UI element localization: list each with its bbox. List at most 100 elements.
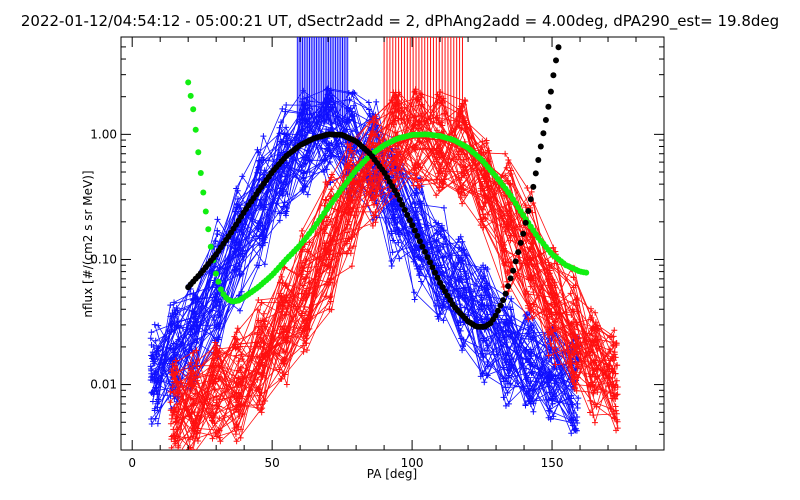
red-series-point [328,171,335,178]
blue-series-point [432,219,439,226]
blue-main-point [526,359,534,367]
red-series-point [175,444,182,450]
blue-series-point [276,130,283,137]
red-series-point [412,161,419,168]
black-fit-point [424,254,431,261]
red-series-point [232,431,239,438]
blue-main-point [548,371,556,379]
red-series-point [418,176,425,183]
red-series-point [327,276,334,283]
green-fit-curve [185,79,590,305]
red-series-point [570,284,577,291]
red-series-point [283,297,290,304]
red-series-point [530,301,537,308]
blue-series-point [462,284,469,291]
blue-series-point [477,350,484,357]
black-fit-point [532,170,539,177]
blue-series-point [458,245,465,252]
chart-title: 2022-01-12/04:54:12 - 05:00:21 UT, dSect… [21,12,779,31]
blue-series-point [155,398,162,405]
red-series-point [370,119,377,126]
blue-series-point [574,420,581,427]
red-series-point [258,409,265,416]
green-fit-point [207,243,214,250]
blue-series-point [214,227,221,234]
blue-series-point [152,337,159,344]
blue-series-point [325,140,332,147]
red-series-point [277,294,284,301]
red-series-point [606,383,613,390]
red-series-point [237,426,244,433]
red-series-point [455,188,462,195]
red-series-point [608,334,615,341]
red-series-point [283,311,290,318]
red-series-point [411,113,418,120]
red-series-point [281,322,288,329]
red-series-point [255,323,262,330]
red-series-point [459,200,466,207]
blue-series-point [257,205,264,212]
red-series-point [522,204,529,211]
red-series-point [479,218,486,225]
black-fit-point [500,297,507,304]
blue-series-point [255,262,262,269]
blue-series-point [389,237,396,244]
blue-series-point [239,224,246,231]
blue-series-point [395,231,402,238]
blue-series-point [255,220,262,227]
red-series-point [347,212,354,219]
red-series-point [368,130,375,137]
blue-main-point [235,241,243,249]
black-fit-point [396,196,403,203]
x-tick-label-150: 150 [541,456,564,470]
blue-series-point [388,257,395,264]
blue-series-point [455,236,462,243]
red-series-point [372,219,379,226]
blue-series-point [259,154,266,161]
blue-series-point [151,407,158,414]
red-series-point [299,312,306,319]
red-series-point [283,333,290,340]
red-series-point [303,340,310,347]
blue-main-point [503,343,511,351]
blue-series-point [389,249,396,256]
red-series-point [348,234,355,241]
blue-series-point [417,189,424,196]
black-fit-point [495,307,501,314]
red-series-point [258,299,265,306]
red-series-point [459,100,466,107]
blue-series-point [416,270,423,277]
red-series-point [350,243,357,250]
blue-series-point [167,313,174,320]
blue-series-point [300,175,307,182]
blue-series-point [187,291,194,298]
red-series-point [612,403,619,410]
red-series-point [283,381,290,388]
red-series-point [594,389,601,396]
blue-series-point [574,414,581,421]
blue-series-point [154,400,161,407]
red-series-point [172,440,179,447]
red-series-point [190,349,197,356]
red-series-point [233,438,240,445]
red-series-point [590,390,597,397]
black-fit-point [522,219,529,226]
red-series-point [175,453,181,459]
blue-series-point [148,329,155,336]
x-tick-label-0: 0 [128,456,136,470]
blue-series-point [373,98,380,105]
y-axis-label: nflux [#/(cm2 s sr MeV)] [81,170,95,317]
red-series-point [280,348,287,355]
blue-series-point [549,400,556,407]
green-fit-point [192,126,199,133]
red-series-point [167,420,174,427]
red-series-point [588,379,595,386]
blue-series-point [233,185,240,192]
blue-series-point [508,295,515,302]
blue-series-point [276,217,283,224]
blue-series-point [280,203,287,210]
red-series-point [236,402,243,409]
blue-series-point [350,102,357,109]
red-series-point [458,174,465,181]
blue-series-point [416,198,423,205]
